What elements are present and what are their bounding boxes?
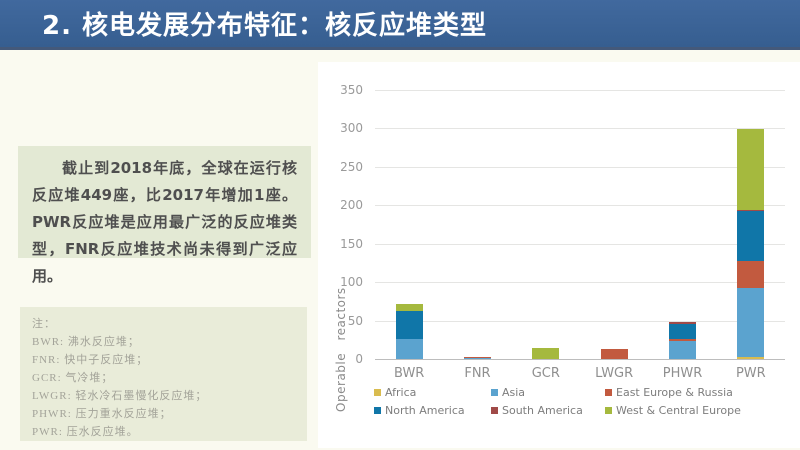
bar-segment [737, 209, 765, 212]
bar-segment [737, 211, 765, 262]
y-axis-title: Operable reactors [334, 286, 348, 412]
legend-item: Asia [491, 386, 605, 399]
gridline [375, 320, 785, 322]
gridline [375, 90, 785, 91]
y-tick-label: 200 [340, 198, 363, 213]
notes-heading: 注： [32, 318, 56, 330]
bar-segment [395, 339, 423, 359]
legend-swatch-icon [374, 389, 381, 396]
bar-segment [463, 358, 491, 359]
x-tick-label: PHWR [662, 366, 703, 381]
x-tick-label: BWR [393, 366, 425, 381]
legend-item: West & Central Europe [605, 404, 741, 417]
legend-label: East Europe & Russia [616, 386, 733, 399]
y-tick-label: 100 [340, 275, 363, 290]
note-line: LWGR: 轻水冷石墨慢化反应堆； [32, 390, 208, 402]
bar-segment [668, 339, 696, 341]
stacked-bar [463, 356, 491, 359]
legend-label: North America [385, 404, 465, 417]
gridline [375, 128, 785, 130]
bar-segment [668, 322, 696, 325]
gridline [375, 166, 785, 168]
x-tick-label: FNR [464, 366, 491, 381]
bar-column [443, 90, 511, 359]
legend-swatch-icon [491, 407, 498, 414]
summary-text: 截止到2018年底，全球在运行核反应堆449座，比2017年增加1座。PWR反应… [32, 159, 297, 285]
chart-panel: Operable reactors Africa Asia East Europe … [318, 62, 800, 448]
notes-box: 注： BWR: 沸水反应堆； FNR: 快中子反应堆； GCR: 气冷堆； LWGR:… [20, 307, 307, 441]
title-banner: 2. 核电发展分布特征：核反应堆类型 [0, 0, 800, 50]
legend-swatch-icon [605, 407, 612, 414]
note-line: FNR: 快中子反应堆； [32, 354, 149, 366]
legend-item: Africa [374, 386, 491, 399]
y-tick-label: 300 [340, 121, 363, 136]
y-tick-label: 50 [347, 313, 363, 328]
stacked-bar [532, 348, 560, 359]
x-tick-label: LWGR [595, 366, 634, 381]
stacked-bar [395, 303, 423, 359]
x-tick-label: PWR [735, 366, 766, 381]
bar-segment [463, 356, 491, 359]
stacked-bar [737, 129, 765, 359]
y-tick-label: 350 [340, 83, 363, 97]
stacked-bar [600, 349, 628, 359]
bar-segment [668, 324, 696, 340]
bar-column [375, 90, 443, 359]
bar-segment [668, 340, 696, 359]
legend-swatch-icon [491, 389, 498, 396]
bar-segment [737, 287, 765, 358]
notes-lines: BWR: 沸水反应堆； FNR: 快中子反应堆； GCR: 气冷堆； LWGR: 轻水… [32, 333, 295, 441]
legend-label: Africa [385, 386, 417, 399]
bar-segment [395, 311, 423, 340]
bar-column [512, 90, 580, 359]
gridline [375, 243, 785, 245]
legend-item: East Europe & Russia [605, 386, 741, 399]
legend-item: South America [491, 404, 605, 417]
y-tick-label: 0 [355, 352, 363, 366]
note-line: GCR: 气冷堆； [32, 372, 114, 384]
x-tick-label: GCR [531, 366, 560, 381]
bar-segment [600, 349, 628, 359]
note-line: PHWR: 压力重水反应堆； [32, 408, 172, 420]
legend-label: South America [502, 404, 583, 417]
legend-label: West & Central Europe [616, 404, 741, 417]
stacked-bar [668, 322, 696, 359]
bar-segment [737, 357, 765, 359]
legend-label: Asia [502, 386, 526, 399]
note-line: BWR: 沸水反应堆； [32, 336, 140, 348]
bar-segment [737, 129, 765, 210]
bar-segment [737, 261, 765, 288]
note-line: PWR: 压水反应堆。 [32, 426, 139, 438]
legend: Africa Asia East Europe & Russia North Amer… [374, 386, 741, 417]
legend-swatch-icon [605, 389, 612, 396]
bar-column [648, 90, 716, 359]
gridline [375, 205, 785, 207]
bar-column [717, 90, 785, 359]
plot-area [375, 90, 785, 360]
y-tick-label: 250 [340, 159, 363, 174]
y-tick-label: 150 [340, 236, 363, 251]
bar-segment [532, 348, 560, 359]
bar-segment [395, 303, 423, 312]
gridline [375, 282, 785, 284]
slide-title: 2. 核电发展分布特征：核反应堆类型 [42, 11, 488, 41]
legend-swatch-icon [374, 407, 381, 414]
legend-item: North America [374, 404, 491, 417]
bar-column [580, 90, 648, 359]
summary-box: 截止到2018年底，全球在运行核反应堆449座，比2017年增加1座。PWR反应… [18, 146, 311, 285]
